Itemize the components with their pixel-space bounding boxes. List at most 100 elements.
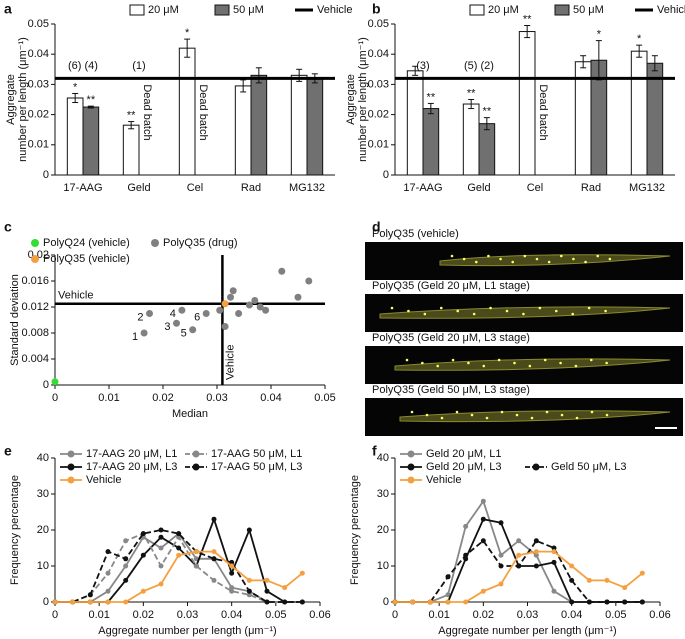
- marker: [158, 534, 164, 540]
- marker: [480, 538, 486, 544]
- point: [227, 293, 234, 301]
- marker: [480, 516, 486, 522]
- aggregate: [605, 413, 609, 417]
- point: [245, 301, 253, 309]
- y-tick-label: 0.03: [28, 78, 49, 90]
- marker: [264, 599, 270, 605]
- bar: [462, 103, 480, 176]
- x-tick-label: 0.03: [517, 609, 538, 621]
- significance: **: [427, 91, 436, 103]
- aggregate: [390, 306, 394, 310]
- aggregate: [482, 364, 486, 368]
- aggregate: [528, 364, 532, 368]
- point: [221, 300, 229, 308]
- aggregate: [436, 364, 440, 368]
- marker: [480, 498, 486, 504]
- point-label: 3: [164, 321, 170, 333]
- bar: [122, 124, 140, 176]
- marker: [569, 577, 575, 583]
- panel-letter: c: [4, 219, 12, 235]
- point: [51, 378, 59, 386]
- x-tick-label: Rad: [241, 182, 261, 194]
- marker: [105, 570, 111, 576]
- marker: [551, 545, 557, 551]
- image-title: PolyQ35 (vehicle): [372, 228, 459, 240]
- image-title: PolyQ35 (Geld 50 μM, L3 stage): [372, 384, 530, 396]
- x-tick-label: 0.01: [98, 392, 119, 404]
- point: [189, 326, 197, 334]
- significance: *: [73, 81, 78, 93]
- legend-swatch: [192, 450, 200, 458]
- y-tick-label: 40: [37, 452, 49, 464]
- point-label: 5: [181, 328, 187, 340]
- aggregate: [590, 410, 594, 414]
- marker: [445, 592, 451, 598]
- x-tick-label: 0.02: [133, 609, 154, 621]
- y-tick-label: 0.016: [21, 275, 49, 287]
- x-tick-label: 0.06: [649, 609, 670, 621]
- y-tick-label: 0.004: [21, 353, 49, 365]
- x-tick-label: 0.01: [88, 609, 109, 621]
- marker: [123, 538, 129, 544]
- y-tick-label: 0.04: [28, 48, 49, 60]
- marker: [246, 588, 252, 594]
- y-axis-label: number per length (μm⁻¹): [357, 37, 369, 162]
- legend-swatch: [129, 4, 145, 16]
- annotation: (3): [416, 60, 429, 72]
- point: [146, 310, 153, 317]
- bar: [178, 47, 196, 176]
- marker: [551, 559, 557, 565]
- y-tick-label: 10: [37, 560, 49, 572]
- point-label: 1: [132, 331, 138, 343]
- point: [251, 297, 259, 304]
- annotation: Dead batch: [537, 84, 549, 140]
- y-tick-label: 30: [37, 488, 49, 500]
- marker: [282, 599, 288, 605]
- legend-label: 17-AAG 50 μM, L3: [211, 461, 302, 473]
- x-tick-label: MG132: [629, 182, 665, 194]
- marker: [604, 577, 610, 583]
- point: [256, 303, 264, 311]
- x-tick-label: Cel: [527, 182, 544, 194]
- marker: [463, 552, 469, 558]
- aggregate: [511, 260, 515, 264]
- marker: [211, 556, 217, 562]
- legend-swatch: [554, 4, 570, 16]
- x-tick-label: 0.04: [260, 392, 281, 404]
- point: [140, 329, 148, 337]
- marker: [569, 563, 575, 569]
- point: [294, 293, 302, 301]
- marker: [176, 552, 182, 558]
- marker: [158, 581, 164, 587]
- x-tick-label: 0.05: [265, 609, 286, 621]
- significance: **: [127, 109, 136, 121]
- legend-swatch: [31, 255, 39, 263]
- aggregate: [535, 257, 539, 261]
- marker: [229, 570, 235, 576]
- worm: [399, 410, 671, 423]
- point: [229, 287, 237, 295]
- marker: [229, 559, 235, 565]
- y-tick-label: 0.04: [368, 48, 389, 60]
- line: [395, 539, 643, 603]
- aggregate: [421, 361, 424, 365]
- marker: [392, 599, 398, 605]
- legend-label: Vehicle: [86, 474, 121, 486]
- marker: [551, 588, 557, 594]
- marker: [282, 585, 288, 591]
- aggregate: [410, 410, 414, 414]
- legend-swatch: [407, 450, 415, 458]
- y-tick-label: 40: [377, 452, 389, 464]
- marker: [229, 563, 235, 569]
- marker: [246, 592, 252, 598]
- marker: [123, 563, 129, 569]
- marker: [516, 552, 522, 558]
- x-tick-label: Cel: [187, 182, 204, 194]
- y-axis-label: Frequency percentage: [9, 475, 21, 585]
- aggregate: [608, 257, 612, 261]
- legend-label: PolyQ35 (drug): [163, 237, 238, 249]
- marker: [569, 599, 575, 605]
- aggregate: [560, 413, 564, 417]
- marker: [123, 556, 129, 562]
